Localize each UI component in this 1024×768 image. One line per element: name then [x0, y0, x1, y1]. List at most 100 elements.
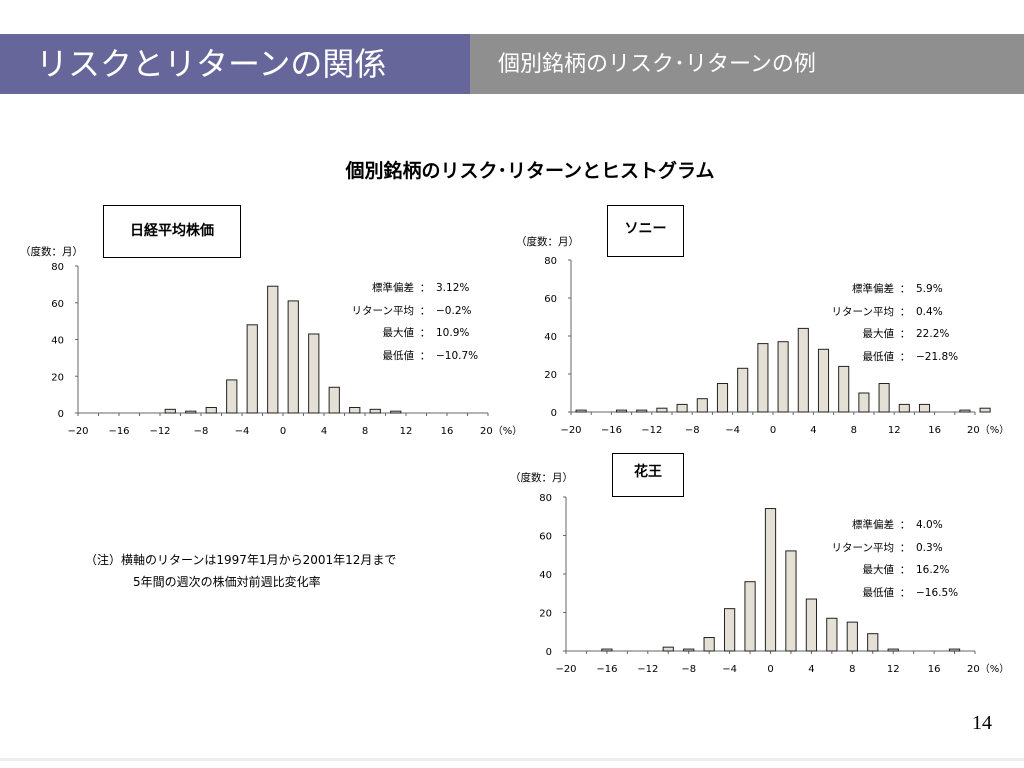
sony-bar [636, 409, 648, 413]
nikkei-x-tick-label: 12 [400, 426, 413, 437]
nikkei-x-tick-label: −12 [149, 426, 170, 437]
kao-bar [826, 617, 838, 652]
bottom-divider [0, 758, 1024, 761]
footnote-line-2: 5年間の週次の株価対前週比変化率 [133, 575, 321, 589]
kao-x-tick-label: 0 [767, 664, 773, 675]
kao-x-tick-label: 20（%） [967, 663, 1009, 675]
sony-x-tick-label: −4 [725, 425, 740, 436]
nikkei-y-tick-label: 60 [51, 299, 64, 310]
sony-x-tick-label: −16 [601, 425, 622, 436]
stat-label: 最低値 [862, 350, 895, 363]
chart-kao-title-box: 花王 [612, 453, 684, 497]
sony-bar [959, 409, 971, 413]
kao-y-tick-label: 20 [539, 609, 552, 620]
main-title: 個別銘柄のリスク･リターンとヒストグラム [345, 160, 715, 182]
sony-bar [615, 409, 628, 413]
stat-value: −21.8% [916, 350, 959, 363]
sony-y-tick-label: 40 [544, 332, 557, 343]
stat-colon: ： [899, 564, 911, 576]
stat-colon: ： [899, 305, 911, 318]
stat-value: 3.12% [436, 282, 470, 294]
chart-nikkei-unit: （度数：月） [20, 246, 83, 258]
stat-value: −0.2% [436, 304, 472, 317]
nikkei-x-tick-label: −4 [235, 426, 250, 437]
stat-label: 標準偏差 [852, 519, 894, 531]
stat-label: リターン平均 [831, 541, 894, 554]
sony-y-tick-label: 20 [544, 370, 557, 381]
kao-x-tick-label: 16 [928, 664, 941, 675]
chart-sony-unit: （度数：月） [516, 236, 579, 248]
kao-stat-row: 標準偏差 ： 4.0% [822, 514, 966, 537]
chart-sony-title-box: ソニー [607, 205, 684, 257]
sony-x-tick-label: 8 [851, 425, 857, 436]
stat-label: リターン平均 [351, 304, 414, 317]
kao-x-tick-label: −12 [637, 664, 658, 675]
nikkei-x-tick-label: 0 [280, 426, 286, 437]
nikkei-bar [369, 408, 381, 414]
kao-y-tick-label: 0 [546, 647, 552, 658]
kao-x-tick-label: −8 [681, 664, 696, 675]
nikkei-x-tick-label: 4 [321, 426, 327, 437]
chart-kao-stats: 標準偏差 ： 4.0% リターン平均 ： 0.3% 最大値 ： 16.2% 最低値 ： −16.5% [822, 514, 966, 604]
stat-colon: ： [419, 327, 431, 339]
nikkei-bar [205, 406, 217, 414]
nikkei-stat-row: リターン平均 ： −0.2% [342, 300, 486, 323]
sony-x-tick-label: −8 [685, 425, 700, 436]
nikkei-bar [267, 285, 279, 414]
kao-x-tick-label: −4 [722, 664, 737, 675]
stat-colon: ： [899, 328, 911, 340]
stat-label: 最大値 [862, 564, 895, 576]
sony-x-tick-label: 4 [810, 425, 816, 436]
sony-bar [838, 365, 850, 413]
nikkei-x-tick-label: −8 [194, 426, 209, 437]
stat-value: 5.9% [916, 283, 943, 295]
stat-value: 16.2% [916, 564, 950, 576]
sony-bar [676, 403, 688, 413]
kao-bar [662, 646, 674, 652]
sony-bar [656, 407, 668, 413]
nikkei-bar [246, 324, 258, 414]
sony-x-tick-label: −12 [641, 425, 662, 436]
chart-nikkei-title-box: 日経平均株価 [103, 205, 241, 258]
nikkei-y-tick-label: 20 [51, 372, 64, 383]
sony-bar [898, 403, 910, 413]
kao-bar [805, 598, 818, 652]
kao-y-tick-label: 60 [539, 532, 552, 543]
kao-bar [703, 637, 715, 652]
sony-x-tick-label: 16 [928, 425, 941, 436]
nikkei-bar [390, 410, 402, 414]
sony-stat-row: 最低値 ： −21.8% [822, 346, 966, 369]
nikkei-y-tick-label: 0 [58, 409, 64, 420]
kao-bar [723, 608, 736, 652]
stat-value: 0.4% [916, 305, 943, 318]
nikkei-bar [308, 333, 320, 414]
nikkei-bar [226, 379, 238, 414]
kao-bar [948, 648, 961, 652]
kao-x-tick-label: −20 [555, 664, 576, 675]
stat-colon: ： [419, 304, 431, 317]
sony-x-tick-label: 0 [770, 425, 776, 436]
stat-label: リターン平均 [831, 305, 894, 318]
nikkei-bar [185, 410, 197, 414]
sony-stat-row: リターン平均 ： 0.4% [822, 301, 966, 324]
stat-colon: ： [899, 283, 911, 295]
sony-bar [737, 367, 749, 413]
sony-y-tick-label: 80 [544, 256, 557, 267]
header-right-band: 個別銘柄のリスク･リターンの例 [470, 34, 1024, 94]
nikkei-x-tick-label: −16 [108, 426, 129, 437]
stat-value: 22.2% [916, 328, 950, 340]
nikkei-x-tick-label: 20（%） [480, 425, 522, 437]
stat-label: 最低値 [382, 349, 415, 362]
stat-label: 最低値 [862, 586, 895, 599]
stat-label: 標準偏差 [372, 282, 414, 294]
chart-nikkei: 0 20 40 60 80 −20 −16 −12 −8 −4 0 4 8 12 16 20（%） [51, 262, 522, 437]
sony-bar [716, 383, 729, 413]
kao-y-tick-label: 40 [539, 570, 552, 581]
kao-bar [764, 508, 777, 652]
kao-stat-row: リターン平均 ： 0.3% [822, 537, 966, 560]
sony-bar [817, 348, 830, 413]
kao-x-tick-label: 4 [808, 664, 814, 675]
kao-bar [785, 550, 797, 652]
nikkei-x-tick-label: 8 [362, 426, 368, 437]
nikkei-y-tick-label: 80 [51, 262, 64, 273]
